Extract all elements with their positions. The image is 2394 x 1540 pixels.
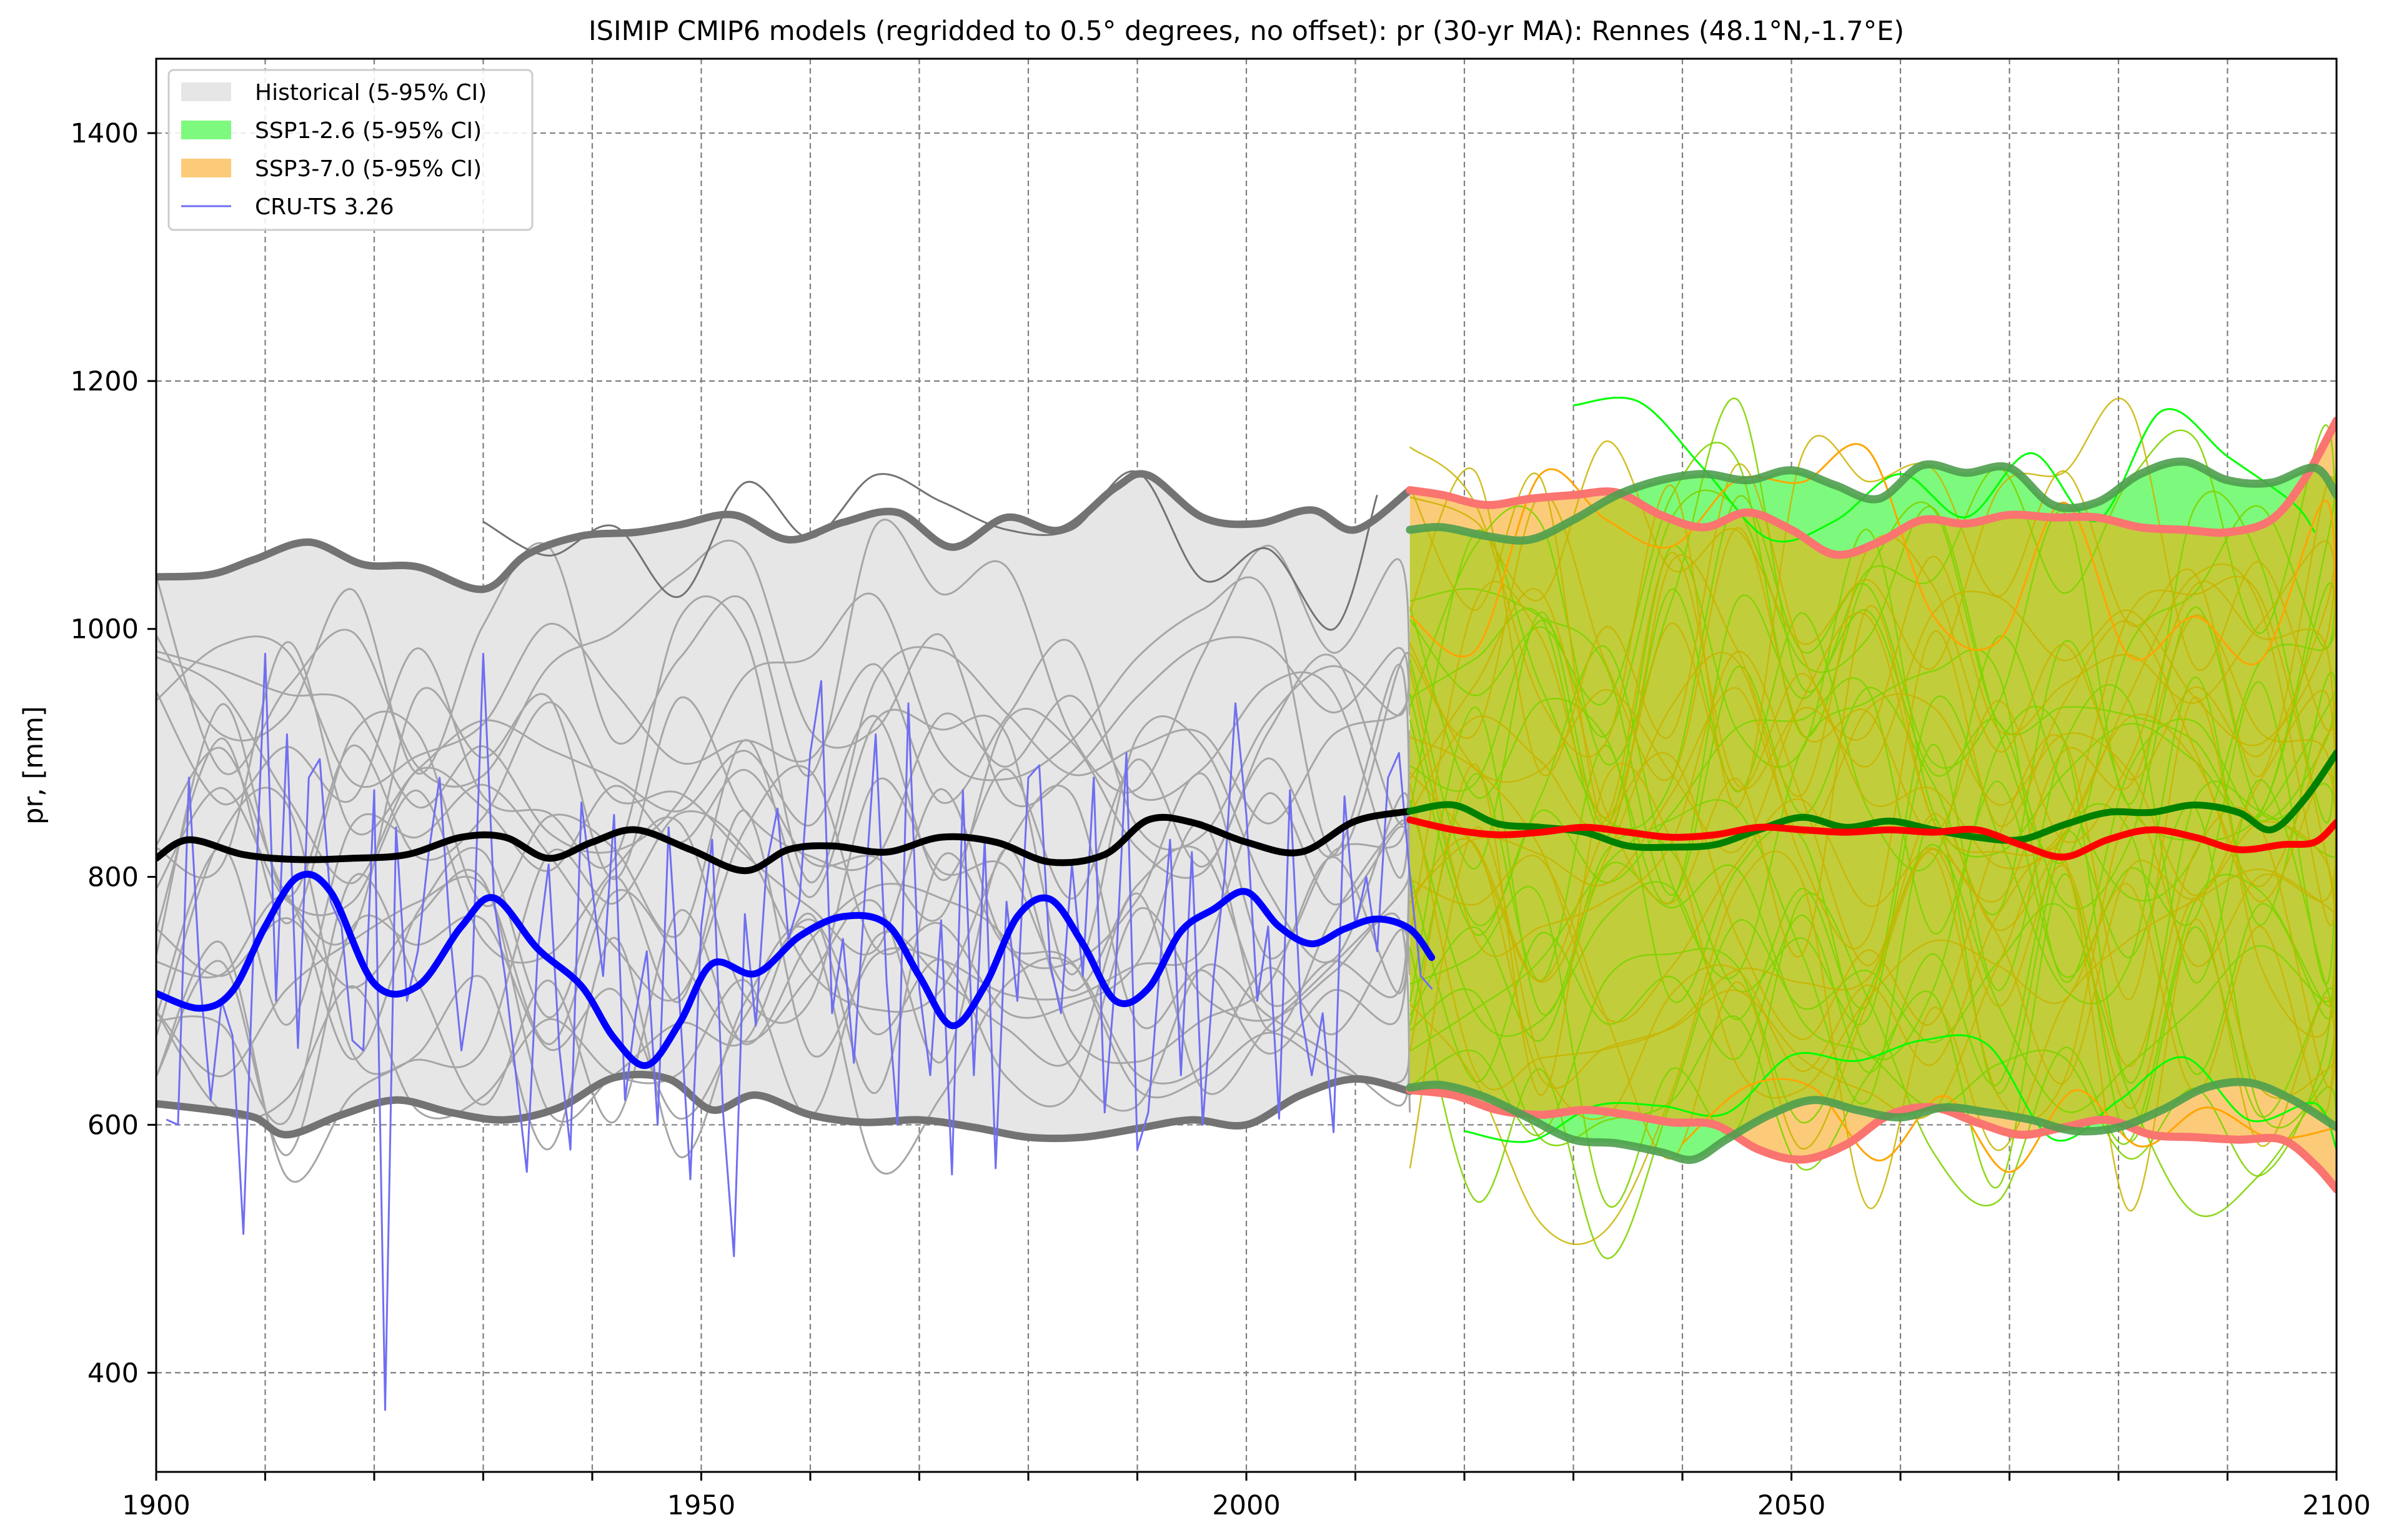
model-member-line	[156, 925, 1411, 1183]
series-lines	[156, 416, 2337, 1411]
model-member-line	[1409, 826, 2337, 1169]
y-tick-label: 1000	[71, 614, 139, 645]
model-member-line	[1409, 763, 2337, 1114]
model-member-line	[1409, 397, 2337, 766]
model-member-line	[156, 873, 1411, 1125]
model-member-line	[156, 519, 1411, 793]
ssp370-upper-bound-line	[1406, 416, 2337, 559]
model-member-line	[156, 708, 1411, 976]
model-member-line	[1409, 783, 2337, 1122]
historical-mean-line	[156, 807, 1414, 875]
legend-box	[167, 69, 534, 231]
model-member-line	[156, 847, 1411, 1078]
historical-lower-bound-line	[156, 1070, 1414, 1143]
model-member-line	[156, 792, 1411, 1060]
model-member-line	[1464, 1034, 2337, 1150]
x-tick-label: 1950	[667, 1490, 735, 1521]
model-member-line	[156, 641, 1411, 900]
y-tick-label: 400	[87, 1358, 139, 1389]
model-member-line	[1409, 903, 2337, 1259]
x-tick-label: 2100	[2302, 1490, 2370, 1521]
ticks: 1900 1950 2000 2050 2100 400 600 800 1000 1200 140…	[71, 118, 2371, 1521]
cru-smoothed-line	[156, 870, 1436, 1069]
y-axis-label: pr, [mm]	[18, 706, 49, 825]
model-member-line	[482, 470, 1378, 631]
model-member-line	[1409, 588, 2337, 915]
model-member-line	[1409, 612, 2337, 903]
model-member-line	[1409, 850, 2337, 1245]
model-member-line	[156, 907, 1411, 1156]
model-member-line	[156, 576, 1411, 857]
model-member-line	[1409, 873, 2337, 1189]
y-tick-label: 600	[87, 1110, 139, 1141]
model-member-line	[1573, 397, 2316, 543]
ssp126-lower-bound-line	[1406, 1078, 2337, 1165]
model-member-line	[1409, 472, 2337, 829]
legend: Historical (5-95% CI) SSP1-2.6 (5-95% CI…	[167, 69, 534, 231]
legend-swatch-historical	[181, 82, 231, 101]
model-member-line	[1409, 684, 2337, 1026]
model-member-line	[156, 539, 1411, 808]
x-tick-label: 1900	[122, 1490, 190, 1521]
legend-label-ssp370: SSP3-7.0 (5-95% CI)	[255, 156, 482, 182]
chart-title: ISIMIP CMIP6 models (regridded to 0.5° d…	[589, 16, 1904, 47]
y-tick-label: 1200	[71, 366, 139, 397]
model-member-line	[156, 656, 1411, 922]
model-member-line	[156, 595, 1411, 883]
model-member-line	[1409, 838, 2337, 1211]
historical-members	[156, 470, 1411, 1183]
legend-label-cru: CRU-TS 3.26	[255, 194, 394, 220]
ssp126-upper-bound-line	[1406, 457, 2337, 545]
x-tick-label: 2000	[1212, 1490, 1280, 1521]
cru-annual-line	[166, 652, 1433, 1411]
model-member-line	[1409, 435, 2337, 808]
y-tick-label: 1400	[71, 118, 139, 149]
y-tick-label: 800	[87, 862, 139, 893]
model-member-line	[1409, 828, 2337, 1177]
legend-swatch-ssp370	[181, 159, 231, 177]
model-member-line	[1409, 575, 2337, 958]
model-member-line	[1409, 671, 2337, 1037]
historical-upper-bound-line	[156, 470, 1414, 594]
x-tick-label: 2050	[1757, 1490, 1825, 1521]
ssp370-mean-line	[1406, 816, 2337, 861]
model-member-line	[1409, 799, 2337, 1105]
legend-label-ssp126: SSP1-2.6 (5-95% CI)	[255, 118, 482, 144]
model-member-line	[1682, 1078, 2337, 1173]
model-member-line	[156, 701, 1411, 970]
model-member-line	[156, 852, 1411, 1123]
model-member-line	[1409, 804, 2337, 1129]
model-member-line	[1409, 443, 2337, 667]
model-member-line	[1409, 843, 2337, 1136]
model-member-line	[156, 765, 1411, 1033]
model-member-line	[1409, 705, 2337, 1084]
model-member-line	[156, 671, 1411, 946]
model-member-line	[1409, 529, 2337, 870]
model-member-line	[1409, 677, 2337, 985]
data-layer	[156, 397, 2337, 1411]
model-member-line	[1409, 397, 2337, 732]
legend-label-historical: Historical (5-95% CI)	[255, 80, 487, 106]
model-member-line	[1409, 490, 2337, 830]
legend-swatch-ssp126	[181, 121, 231, 139]
